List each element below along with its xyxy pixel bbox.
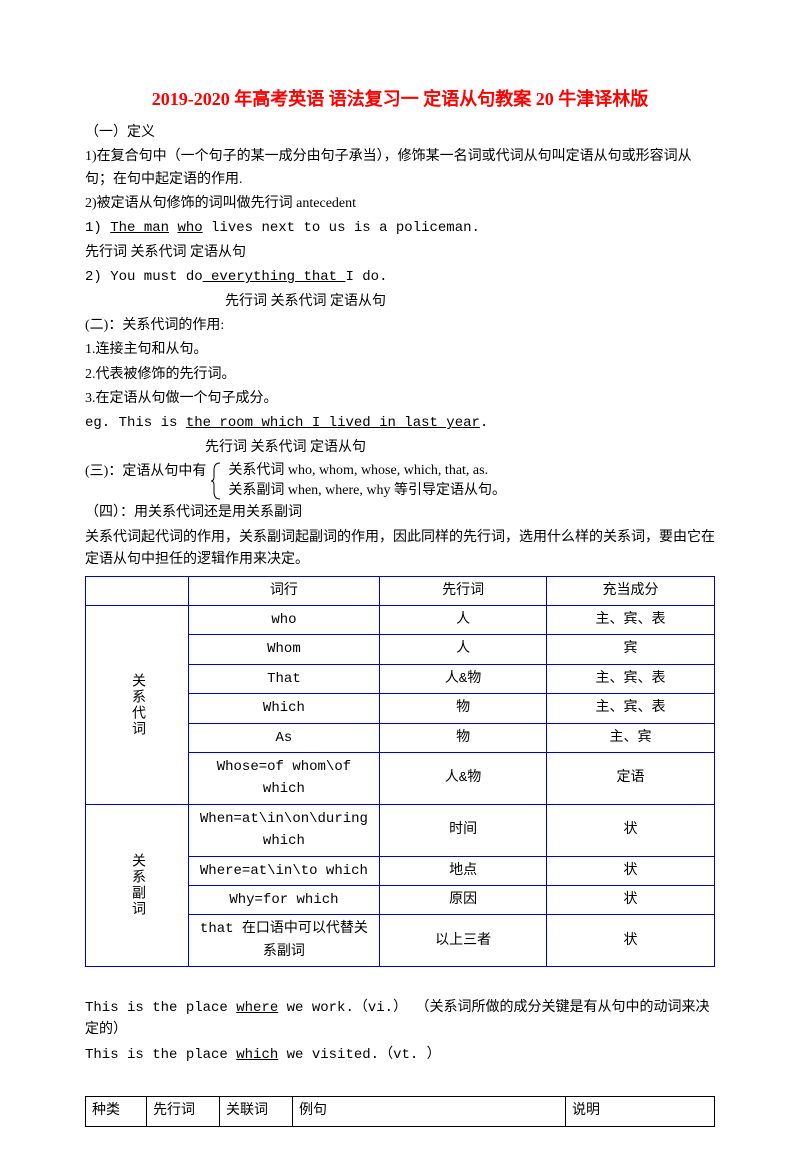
example-1-labels: 先行词 关系代词 定语从句	[85, 242, 715, 264]
section-2-heading: (二)：关系代词的作用:	[85, 315, 715, 337]
page-title: 2019-2020 年高考英语 语法复习一 定语从句教案 20 牛津译林版	[85, 85, 715, 114]
table-row: 种类 先行词 关联词 例句 说明	[86, 1097, 715, 1126]
text-line: 关系代词 who, whom, whose, which, that, as.	[228, 461, 506, 481]
text-line: 2.代表被修饰的先行词。	[85, 364, 715, 386]
underlined: which	[261, 415, 311, 431]
table-header: 充当成分	[546, 576, 714, 605]
underlined: which	[236, 1047, 278, 1063]
text-line: 关系代词起代词的作用，关系副词起副词的作用，因此同样的先行词，选用什么样的关系词…	[85, 527, 715, 572]
example-2: 2) You must do everything that I do.	[85, 266, 715, 288]
section-3-label: (三)：定语从句中有	[85, 461, 206, 500]
underlined: that	[303, 269, 345, 285]
text-line: 3.在定语从句做一个句子成分。	[85, 388, 715, 410]
text-line: 2)被定语从句修饰的词叫做先行词 antecedent	[85, 193, 715, 215]
example-2-labels: 先行词 关系代词 定语从句	[225, 291, 715, 313]
example-1: 1) The man who lives next to us is a pol…	[85, 217, 715, 239]
document-page: 2019-2020 年高考英语 语法复习一 定语从句教案 20 牛津译林版 （一…	[0, 0, 800, 1164]
group-header: 关系代词	[86, 606, 189, 805]
section-3-content: 关系代词 who, whom, whose, which, that, as. …	[228, 461, 506, 500]
underlined: the room	[186, 415, 262, 431]
group-header: 关系副词	[86, 804, 189, 966]
underlined: everything	[203, 269, 304, 285]
underlined: I lived in last year	[312, 415, 480, 431]
table-row: 关系副词 When=at\in\on\during which时间状	[86, 804, 715, 856]
post-example-1: This is the place where we work.（vi.） （关…	[85, 997, 715, 1042]
table-row: 关系代词 who人主、宾、表	[86, 606, 715, 635]
section-4-heading: （四）：用关系代词还是用关系副词	[85, 502, 715, 524]
summary-table: 种类 先行词 关联词 例句 说明	[85, 1096, 715, 1126]
underlined: where	[236, 1000, 278, 1016]
table-header-row: 词行 先行词 充当成分	[86, 576, 715, 605]
table-header: 先行词	[380, 576, 547, 605]
post-example-2: This is the place which we visited.（vt. …	[85, 1044, 715, 1066]
text-line: 1)在复合句中（一个句子的某一成分由句子承当），修饰某一名词或代词从句叫定语从句…	[85, 146, 715, 191]
text-line: 1.连接主句和从句。	[85, 339, 715, 361]
section-3: (三)：定语从句中有 关系代词 who, whom, whose, which,…	[85, 461, 715, 500]
relation-table: 词行 先行词 充当成分 关系代词 who人主、宾、表 Whom人宾 That人&…	[85, 576, 715, 967]
example-3-labels: 先行词 关系代词 定语从句	[205, 437, 715, 459]
section-1-heading: （一）定义	[85, 122, 715, 144]
table-header: 词行	[188, 576, 380, 605]
underlined: who	[177, 220, 202, 236]
label: 1)	[85, 220, 110, 236]
underlined: The man	[110, 220, 169, 236]
example-3: eg. This is the room which I lived in la…	[85, 412, 715, 434]
text-line: 关系副词 when, where, why 等引导定语从句。	[228, 481, 506, 501]
curly-bracket-icon	[210, 461, 224, 500]
